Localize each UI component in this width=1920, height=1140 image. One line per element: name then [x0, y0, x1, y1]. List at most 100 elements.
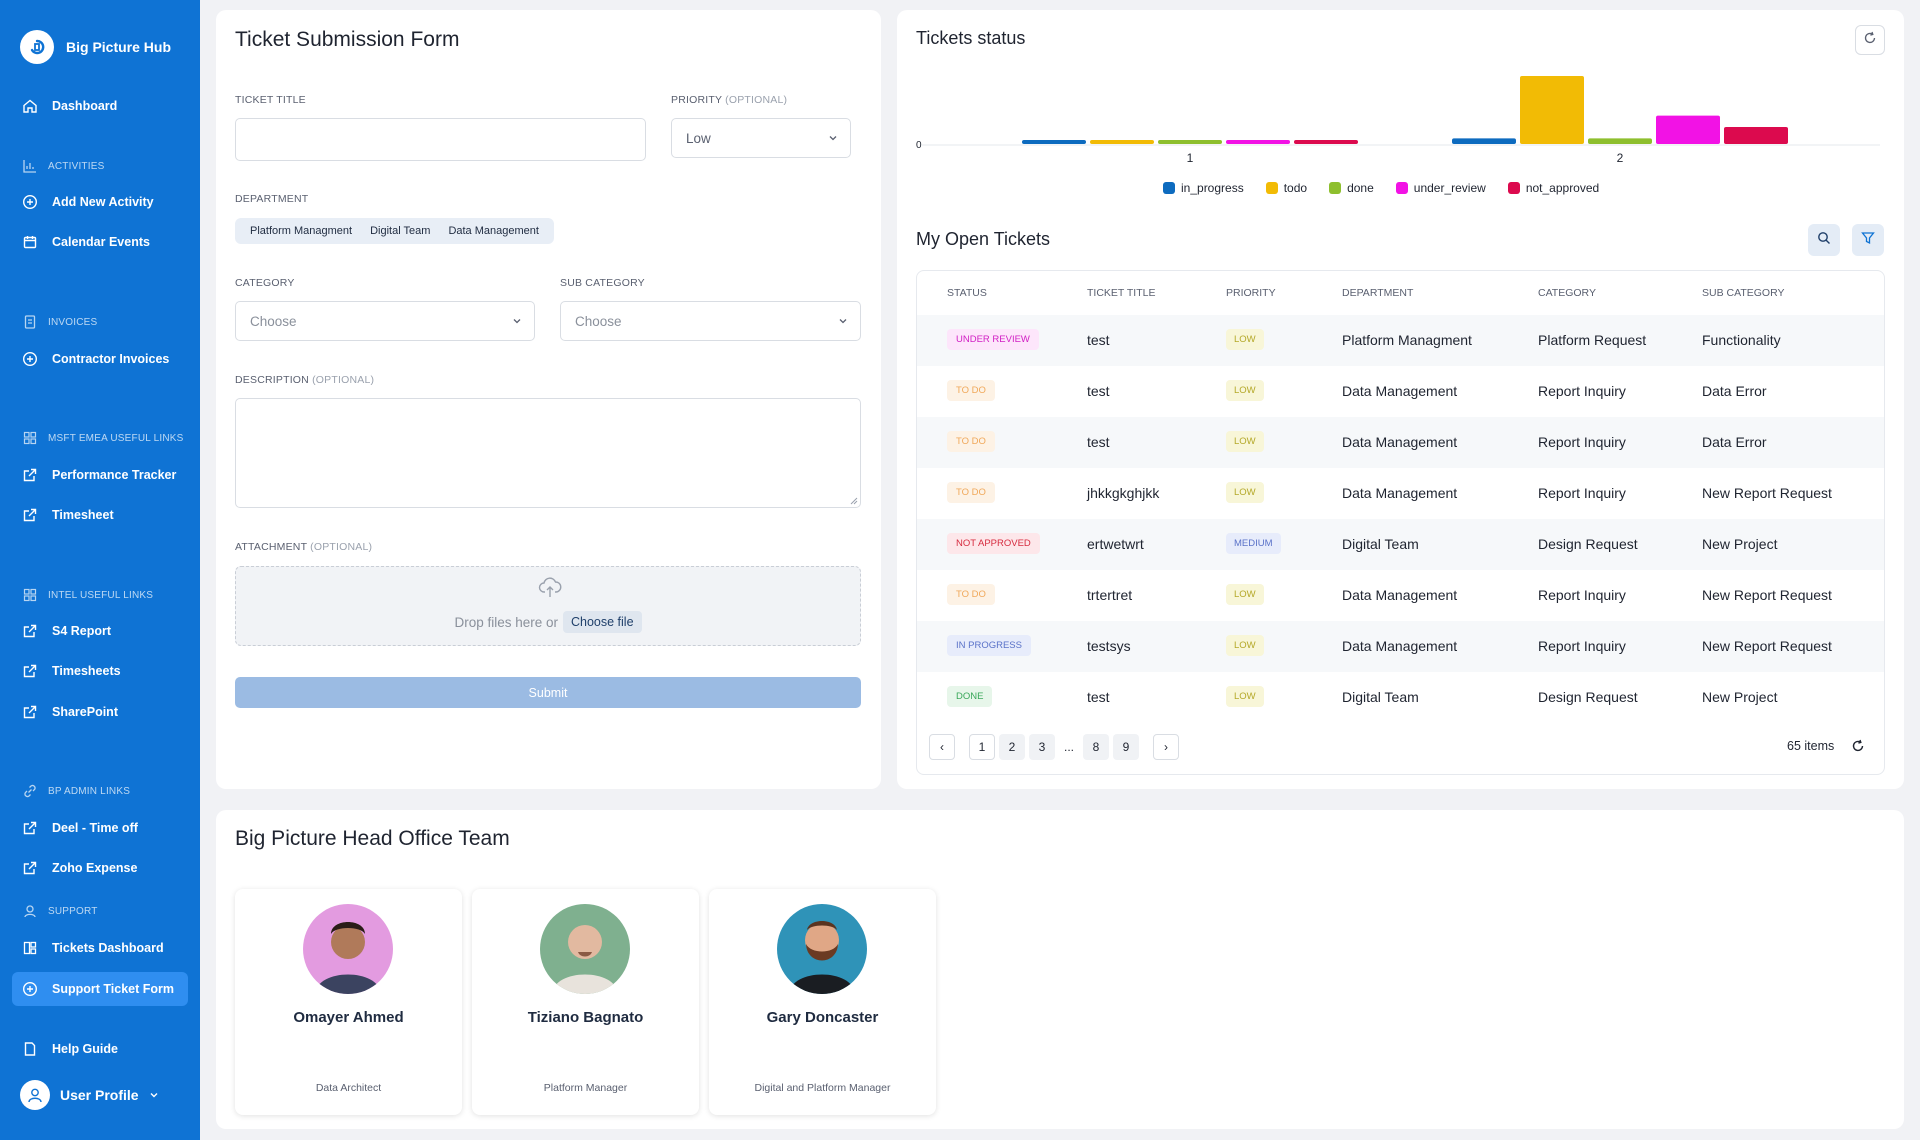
table-row[interactable]: UNDER REVIEW test LOW Platform Managment Pla… — [917, 315, 1884, 366]
team-member-card[interactable]: Gary Doncaster Digital and Platform Mana… — [709, 889, 936, 1115]
resize-handle-icon[interactable] — [850, 497, 858, 505]
table-row[interactable]: TO DO test LOW Data Management Report Inquir… — [917, 417, 1884, 468]
sidebar-item-s4-report[interactable]: S4 Report — [12, 614, 188, 648]
description-textarea[interactable] — [235, 398, 861, 508]
file-dropzone[interactable]: Drop files here or Choose file — [235, 566, 861, 646]
subcategory-cell: New Report Request — [1702, 485, 1832, 501]
department-option[interactable]: Data Management — [448, 225, 539, 237]
brand[interactable]: Big Picture Hub — [20, 30, 171, 64]
external-link-icon — [22, 467, 38, 483]
category-cell: Report Inquiry — [1538, 434, 1626, 450]
bar-todo-2[interactable] — [1520, 76, 1584, 144]
external-link-icon — [22, 507, 38, 523]
sidebar-item-deel-time-off[interactable]: Deel - Time off — [12, 811, 188, 845]
col-status[interactable]: STATUS — [947, 287, 987, 299]
department-option[interactable]: Platform Managment — [250, 225, 353, 237]
subcategory-cell: New Report Request — [1702, 587, 1832, 603]
page-button[interactable]: 2 — [999, 734, 1025, 760]
ticket-title-input[interactable] — [235, 118, 646, 161]
sidebar-item-zoho-expense[interactable]: Zoho Expense — [12, 851, 188, 885]
reload-table-button[interactable] — [1851, 739, 1865, 758]
table-row[interactable]: DONE test LOW Digital Team Design Request New… — [917, 672, 1884, 723]
col-priority[interactable]: PRIORITY — [1226, 287, 1276, 299]
category-cell: Report Inquiry — [1538, 485, 1626, 501]
col-category[interactable]: CATEGORY — [1538, 287, 1596, 299]
legend-item[interactable]: not_approved — [1507, 181, 1599, 195]
ticket-title-label: TICKET TITLE — [235, 94, 306, 106]
refresh-chart-button[interactable] — [1855, 25, 1885, 55]
priority-badge: LOW — [1226, 431, 1264, 452]
next-page-button[interactable]: › — [1153, 734, 1179, 760]
subcategory-select[interactable]: Choose — [560, 301, 861, 341]
table-row[interactable]: TO DO test LOW Data Management Report Inquir… — [917, 366, 1884, 417]
legend-item[interactable]: todo — [1265, 181, 1307, 195]
team-member-card[interactable]: Tiziano Bagnato Platform Manager — [472, 889, 699, 1115]
priority-badge: LOW — [1226, 380, 1264, 401]
bar-in_progress-2[interactable] — [1452, 138, 1516, 144]
chart-legend: in_progress todo done under_review not_a… — [1163, 181, 1599, 195]
prev-page-button[interactable]: ‹ — [929, 734, 955, 760]
bar-under_review-1[interactable] — [1226, 140, 1290, 144]
bar-not_approved-1[interactable] — [1294, 140, 1358, 144]
bar-done-2[interactable] — [1588, 138, 1652, 144]
priority-select[interactable]: Low — [671, 118, 851, 158]
col-ticket-title[interactable]: TICKET TITLE — [1087, 287, 1156, 299]
table-row[interactable]: TO DO jhkkgkghjkk LOW Data Management Report… — [917, 468, 1884, 519]
logo-icon — [20, 30, 54, 64]
page-button[interactable]: 1 — [969, 734, 995, 760]
bar-under_review-2[interactable] — [1656, 115, 1720, 144]
choose-file-button[interactable]: Choose file — [563, 611, 642, 633]
legend-item[interactable]: under_review — [1395, 181, 1486, 195]
subcategory-cell: Functionality — [1702, 332, 1781, 348]
filter-tickets-button[interactable] — [1852, 224, 1884, 256]
user-profile-label: User Profile — [60, 1087, 139, 1103]
tickets-table: STATUS TICKET TITLE PRIORITY DEPARTMENT … — [916, 270, 1885, 775]
col-department[interactable]: DEPARTMENT — [1342, 287, 1414, 299]
sidebar-item-support-ticket-form[interactable]: Support Ticket Form — [12, 972, 188, 1006]
category-select[interactable]: Choose — [235, 301, 535, 341]
drop-text: Drop files here or — [454, 614, 558, 630]
section-invoices: INVOICES — [22, 314, 97, 330]
chart-title: Tickets status — [916, 28, 1026, 48]
department-cell: Data Management — [1342, 485, 1458, 501]
sidebar-item-calendar-events[interactable]: Calendar Events — [12, 225, 188, 259]
category-cell: Report Inquiry — [1538, 638, 1626, 654]
bar-in_progress-1[interactable] — [1022, 140, 1086, 144]
refresh-icon — [1863, 31, 1877, 50]
legend-swatch — [1395, 182, 1408, 194]
sidebar-item-add-new-activity[interactable]: Add New Activity — [12, 185, 188, 219]
sidebar-item-help-guide[interactable]: Help Guide — [12, 1032, 188, 1066]
subcategory-cell: New Project — [1702, 689, 1778, 705]
submit-button[interactable]: Submit — [235, 677, 861, 708]
table-row[interactable]: TO DO trtertret LOW Data Management Report I… — [917, 570, 1884, 621]
user-profile-menu[interactable]: User Profile — [20, 1080, 159, 1110]
bar-not_approved-2[interactable] — [1724, 127, 1788, 144]
ticket-title-cell: trtertret — [1087, 587, 1133, 603]
sidebar-item-timesheet[interactable]: Timesheet — [12, 498, 188, 532]
subcategory-cell: Data Error — [1702, 434, 1767, 450]
team-member-card[interactable]: Omayer Ahmed Data Architect — [235, 889, 462, 1115]
search-tickets-button[interactable] — [1808, 224, 1840, 256]
chevron-down-icon — [828, 131, 838, 146]
bar-todo-1[interactable] — [1090, 140, 1154, 144]
sidebar-item-sharepoint[interactable]: SharePoint — [12, 695, 188, 729]
sidebar-item-dashboard[interactable]: Dashboard — [12, 89, 188, 123]
page-button[interactable]: 9 — [1113, 734, 1139, 760]
sidebar-item-timesheets[interactable]: Timesheets — [12, 654, 188, 688]
bar-done-1[interactable] — [1158, 140, 1222, 144]
sidebar-item-performance-tracker[interactable]: Performance Tracker — [12, 458, 188, 492]
sidebar-item-label: Timesheets — [52, 664, 121, 678]
category-cell: Platform Request — [1538, 332, 1647, 348]
sidebar-item-contractor-invoices[interactable]: Contractor Invoices — [12, 342, 188, 376]
page-button[interactable]: 3 — [1029, 734, 1055, 760]
table-row[interactable]: IN PROGRESS testsys LOW Data Management Repo… — [917, 621, 1884, 672]
col-subcategory[interactable]: SUB CATEGORY — [1702, 287, 1785, 299]
department-option[interactable]: Digital Team — [370, 225, 431, 237]
table-row[interactable]: NOT APPROVED ertwetwrt MEDIUM Digital Team D… — [917, 519, 1884, 570]
legend-item[interactable]: in_progress — [1163, 181, 1244, 195]
page-button[interactable]: 8 — [1083, 734, 1109, 760]
legend-item[interactable]: done — [1329, 181, 1374, 195]
department-label: DEPARTMENT — [235, 193, 309, 205]
sidebar-item-label: Deel - Time off — [52, 821, 138, 835]
sidebar-item-tickets-dashboard[interactable]: Tickets Dashboard — [12, 931, 188, 965]
